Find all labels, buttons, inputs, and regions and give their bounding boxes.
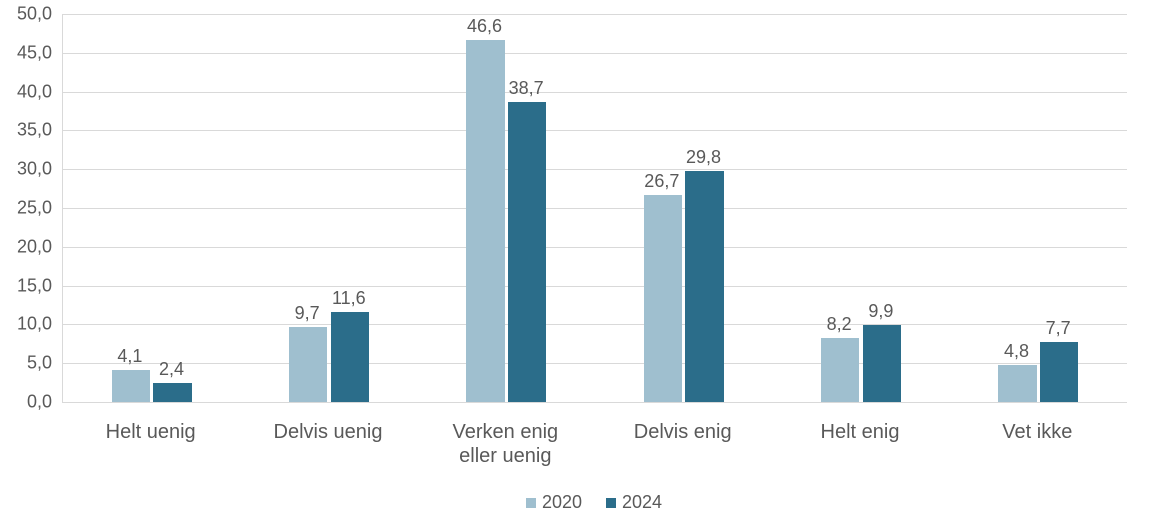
bar-value-label: 9,7	[295, 303, 320, 324]
y-tick-label: 0,0	[0, 392, 52, 413]
legend-label: 2020	[542, 492, 582, 513]
gridline	[63, 14, 1127, 15]
legend-swatch	[606, 498, 616, 508]
bar-value-label: 46,6	[467, 16, 502, 37]
y-tick-label: 50,0	[0, 4, 52, 25]
category-label: Helt enig	[771, 420, 948, 444]
bar-value-label: 29,8	[686, 147, 721, 168]
grouped-bar-chart: 0,0 5,0 10,0 15,0 20,0 25,0 30,0 35,0 40,0 45,0 50…	[0, 0, 1150, 523]
gridline	[63, 92, 1127, 93]
bar-value-label: 7,7	[1046, 318, 1071, 339]
bar-value-label: 11,6	[332, 288, 366, 309]
bar-value-label: 8,2	[827, 314, 852, 335]
bar	[289, 327, 327, 402]
bar	[685, 171, 723, 402]
legend-item: 2020	[526, 492, 582, 513]
y-tick-label: 40,0	[0, 81, 52, 102]
y-tick-label: 10,0	[0, 314, 52, 335]
bar	[331, 312, 369, 402]
bar	[821, 338, 859, 402]
category-label: Delvis enig	[594, 420, 771, 444]
bar	[508, 102, 546, 402]
gridline	[63, 208, 1127, 209]
bar-value-label: 26,7	[644, 171, 679, 192]
bar	[644, 195, 682, 402]
y-tick-label: 20,0	[0, 236, 52, 257]
bar-value-label: 38,7	[509, 78, 544, 99]
category-label: Delvis uenig	[239, 420, 416, 444]
bar	[863, 325, 901, 402]
y-tick-label: 25,0	[0, 198, 52, 219]
category-label: Verken enig eller uenig	[417, 420, 594, 468]
bar-value-label: 9,9	[868, 301, 893, 322]
bar	[1040, 342, 1078, 402]
gridline	[63, 130, 1127, 131]
y-tick-label: 35,0	[0, 120, 52, 141]
legend-swatch	[526, 498, 536, 508]
category-label: Helt uenig	[62, 420, 239, 444]
legend-label: 2024	[622, 492, 662, 513]
bar	[998, 365, 1036, 402]
bar-value-label: 4,8	[1004, 341, 1029, 362]
bar	[466, 40, 504, 402]
gridline	[63, 53, 1127, 54]
y-tick-label: 45,0	[0, 42, 52, 63]
bar	[153, 383, 191, 402]
gridline	[63, 286, 1127, 287]
bar-value-label: 2,4	[159, 359, 184, 380]
y-tick-label: 30,0	[0, 159, 52, 180]
legend: 2020 2024	[62, 492, 1126, 513]
gridline	[63, 363, 1127, 364]
bar-value-label: 4,1	[117, 346, 142, 367]
y-tick-label: 15,0	[0, 275, 52, 296]
bar	[112, 370, 150, 402]
gridline	[63, 324, 1127, 325]
legend-item: 2024	[606, 492, 662, 513]
gridline	[63, 247, 1127, 248]
y-tick-label: 5,0	[0, 353, 52, 374]
category-label: Vet ikke	[949, 420, 1126, 444]
gridline	[63, 169, 1127, 170]
plot-area	[62, 14, 1127, 403]
